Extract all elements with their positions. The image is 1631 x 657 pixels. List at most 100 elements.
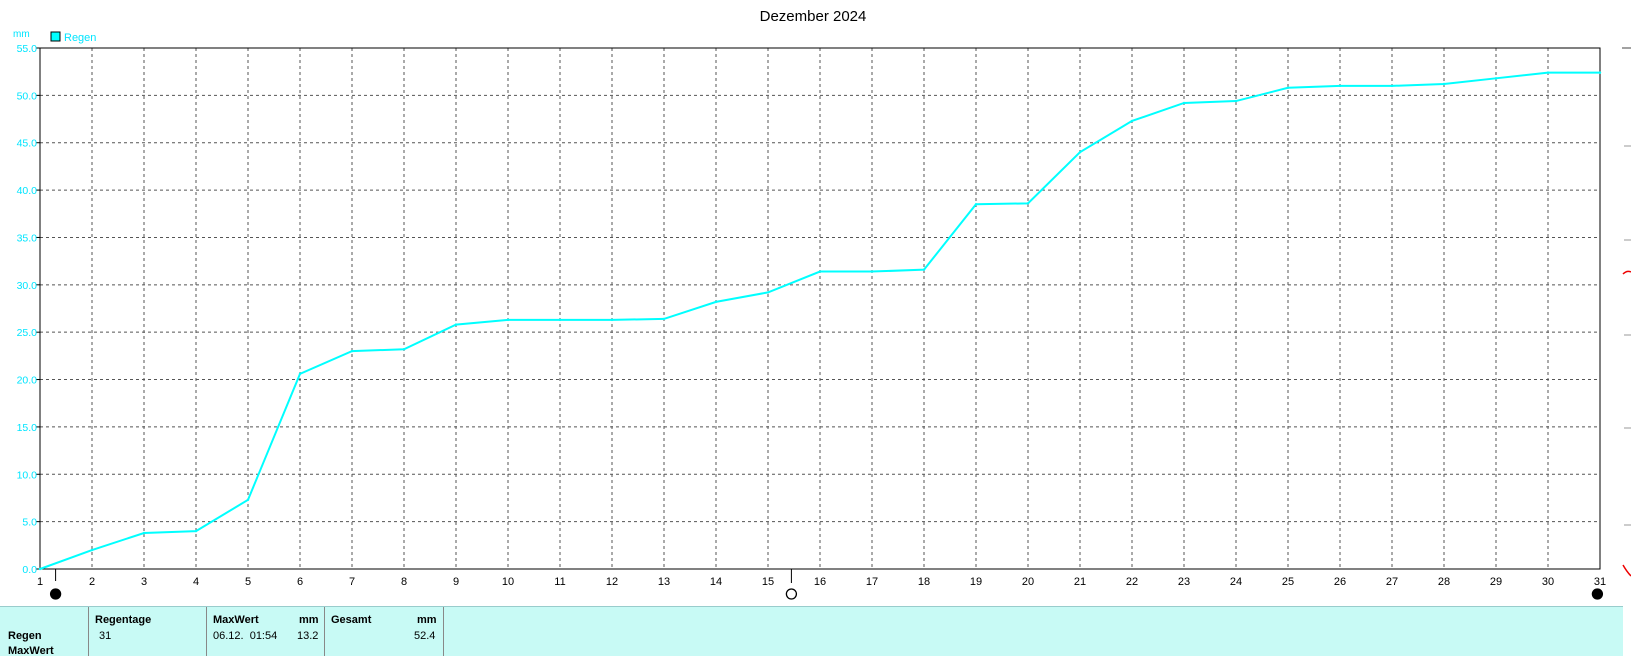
gesamt-header: Gesamt	[331, 614, 372, 626]
data-point-regen	[506, 318, 510, 322]
data-point-regen	[922, 268, 926, 271]
y-tick-label: 0.0	[22, 564, 37, 576]
x-tick-label: 4	[193, 576, 199, 588]
stats-col-regentage: Regentage 31	[88, 607, 207, 656]
plot-area	[39, 47, 1601, 570]
data-point-regen	[1130, 119, 1134, 123]
x-tick-label: 18	[918, 576, 930, 588]
y-axis-unit: mm	[13, 29, 30, 40]
x-tick-label: 28	[1438, 576, 1450, 588]
x-axis: 1 2 3 4 5 6 7 8 9 10 11 12 13 14 15 16 17 18 19 20 21 22 23 24 2…	[37, 576, 1606, 588]
data-point-regen	[1338, 84, 1342, 88]
right-edge-markers	[1622, 47, 1631, 577]
x-tick-label: 14	[710, 576, 722, 588]
gesamt-unit: mm	[417, 614, 437, 626]
x-tick-label: 19	[970, 576, 982, 588]
data-point-regen	[610, 318, 614, 322]
y-tick-label: 10.0	[17, 469, 38, 481]
legend-swatch-regen	[50, 31, 61, 42]
x-tick-label: 7	[349, 576, 355, 588]
data-point-regen	[974, 203, 978, 206]
x-tick-label: 22	[1126, 576, 1138, 588]
x-tick-label: 8	[401, 576, 407, 588]
data-point-regen	[1286, 86, 1290, 89]
regentage-value: 31	[99, 630, 112, 642]
full-moon-icon	[785, 588, 798, 600]
x-tick-label: 30	[1542, 576, 1554, 588]
y-axis: 0.0 5.0 10.0 15.0 20.0 25.0 30.0 35.0 40.0 45.0 50…	[17, 43, 40, 576]
maxwert-time: 06.12. 01:54	[213, 630, 278, 642]
data-points	[38, 71, 1602, 571]
legend-label-regen: Regen	[64, 32, 96, 44]
x-tick-label: 1	[37, 576, 43, 588]
x-tick-label: 12	[606, 576, 618, 588]
data-point-regen	[402, 348, 406, 351]
data-point-regen	[662, 317, 666, 321]
y-tick-label: 45.0	[17, 138, 38, 150]
x-tick-label: 2	[89, 576, 95, 588]
x-tick-label: 6	[297, 576, 303, 588]
x-tick-label: 10	[502, 576, 514, 588]
x-tick-label: 20	[1022, 576, 1034, 588]
data-point-regen	[1234, 99, 1238, 103]
data-point-regen	[194, 529, 198, 533]
data-point-regen	[454, 323, 458, 326]
x-tick-label: 9	[453, 576, 459, 588]
data-point-regen	[870, 270, 874, 273]
data-point-regen	[350, 349, 354, 353]
y-tick-label: 35.0	[17, 232, 38, 244]
x-tick-label: 25	[1282, 576, 1294, 588]
data-point-regen	[818, 270, 822, 273]
y-tick-label: 40.0	[17, 185, 38, 197]
x-tick-label: 23	[1178, 576, 1190, 588]
x-tick-label: 17	[866, 576, 878, 588]
stats-col-gesamt: Gesamt mm 52.4	[324, 607, 444, 656]
new-moon-icon	[49, 588, 62, 600]
moon-phases	[49, 569, 1604, 600]
new-moon-icon	[1591, 588, 1604, 600]
maxwert-unit: mm	[299, 614, 319, 626]
x-tick-label: 11	[554, 576, 565, 588]
y-tick-label: 30.0	[17, 280, 38, 292]
data-point-regen	[1598, 71, 1602, 74]
data-point-regen	[1182, 101, 1186, 105]
x-tick-label: 21	[1074, 576, 1086, 588]
x-tick-label: 26	[1334, 576, 1346, 588]
gesamt-value: 52.4	[414, 630, 436, 642]
maxwert-value: 13.2	[297, 630, 319, 642]
data-point-regen	[90, 548, 94, 552]
x-tick-label: 16	[814, 576, 826, 588]
data-point-regen	[714, 300, 718, 304]
data-point-regen	[1494, 77, 1498, 80]
y-tick-label: 20.0	[17, 375, 38, 387]
data-point-regen	[1546, 71, 1550, 74]
data-point-regen	[1390, 84, 1394, 88]
data-point-regen	[246, 498, 250, 502]
data-point-regen	[766, 291, 770, 294]
y-tick-label: 25.0	[17, 327, 38, 339]
regentage-header: Regentage	[95, 614, 152, 626]
y-tick-label: 55.0	[17, 43, 38, 55]
statistics-panel: Regen MaxWert Regentage 31 MaxWert mm 06…	[0, 606, 1623, 657]
data-point-regen	[558, 318, 562, 322]
y-tick-label: 50.0	[17, 90, 38, 102]
stats-col-maxwert: MaxWert mm 06.12. 01:54 13.2	[206, 607, 325, 656]
x-tick-label: 13	[658, 576, 670, 588]
data-point-regen	[1442, 82, 1446, 86]
chart-title: Dezember 2024	[760, 8, 867, 25]
data-point-regen	[1078, 151, 1082, 154]
stats-row-label-regen: Regen	[8, 630, 42, 642]
y-tick-label: 15.0	[17, 422, 38, 434]
stats-row-label-maxwert: MaxWert	[8, 645, 54, 657]
maxwert-header: MaxWert	[213, 614, 259, 626]
data-point-regen	[1026, 202, 1030, 205]
x-tick-label: 3	[141, 576, 147, 588]
rain-chart: 0.0 5.0 10.0 15.0 20.0 25.0 30.0 35.0 40.0 45.0 50…	[13, 8, 1631, 600]
data-point-regen	[38, 567, 42, 571]
y-tick-label: 5.0	[22, 517, 37, 529]
data-point-regen	[298, 372, 302, 376]
x-tick-label: 31	[1594, 576, 1606, 588]
chart-grid	[40, 48, 1600, 569]
x-tick-label: 29	[1490, 576, 1502, 588]
x-tick-label: 24	[1230, 576, 1242, 588]
